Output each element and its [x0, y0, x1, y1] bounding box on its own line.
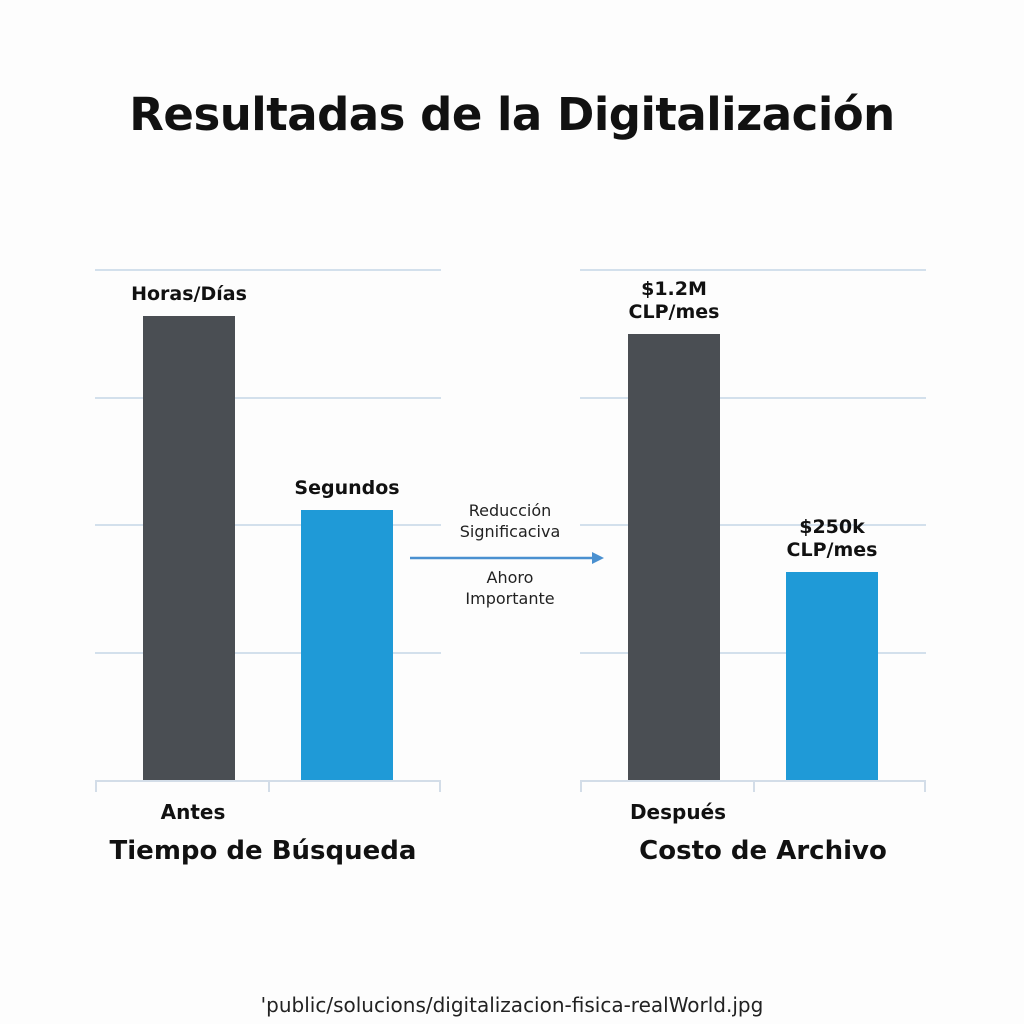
chart-costo-archivo: $1.2M CLP/mes $250k CLP/mes Después Costo de …: [580, 269, 926, 866]
chart-tiempo-busqueda: Horas/Días Segundos Antes Tiempo de Búsqued…: [95, 269, 441, 866]
gridline: [95, 269, 441, 271]
x-axis-tick: [924, 780, 926, 792]
annotation-bottom-line1: Ahoro: [486, 568, 534, 587]
annotation-bottom-line2: Importante: [465, 589, 555, 608]
x-category-label: Antes: [160, 800, 226, 824]
group-label: Tiempo de Búsqueda: [109, 836, 417, 866]
gridline: [95, 524, 441, 526]
data-label-line: $1.2M: [641, 277, 707, 300]
x-category-label: Después: [629, 800, 727, 824]
x-axis-tick: [580, 780, 582, 792]
caption: 'public/solucions/digitalizacion-fisica-…: [260, 993, 764, 1017]
data-label-line: Segundos: [294, 476, 400, 499]
annotation-top: Reducción Significaciva: [420, 500, 600, 542]
data-label: Horas/Días: [89, 283, 289, 306]
gridline: [95, 651, 441, 654]
data-label: Segundos: [247, 477, 447, 500]
annotation-top-line1: Reducción: [468, 501, 552, 520]
data-label-line: Horas/Días: [131, 282, 247, 305]
x-axis-tick: [753, 780, 755, 792]
gridline: [580, 269, 926, 271]
annotation-top-line2: Significaciva: [459, 522, 561, 541]
gridline: [580, 651, 926, 654]
arrow-icon: [410, 552, 604, 564]
data-label-line: CLP/mes: [786, 539, 878, 562]
data-label: $250k CLP/mes: [732, 516, 932, 562]
gridline: [95, 396, 441, 399]
x-axis-tick: [439, 780, 441, 792]
bar-despus: [786, 572, 878, 780]
x-axis-tick: [95, 780, 97, 792]
data-label: $1.2M CLP/mes: [574, 278, 774, 324]
bar-antes: [628, 333, 720, 780]
x-axis-tick: [268, 780, 270, 792]
group-label: Costo de Archivo: [639, 836, 887, 866]
chart-title: Resultadas de la Digitalización: [129, 88, 895, 141]
gridline: [580, 524, 926, 526]
data-label-line: CLP/mes: [628, 300, 720, 323]
bar-despus: [301, 509, 393, 780]
data-label-line: $250k: [799, 516, 865, 539]
annotation-bottom: Ahoro Importante: [420, 567, 600, 609]
gridline: [580, 396, 926, 399]
bar-antes: [143, 315, 235, 780]
